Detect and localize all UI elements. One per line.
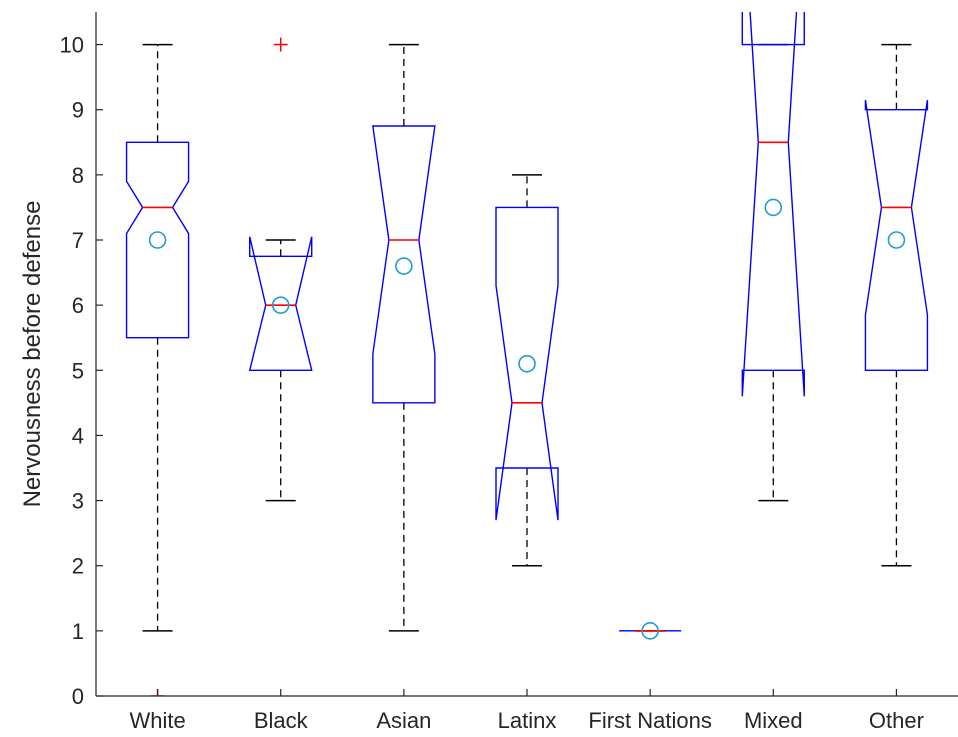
notched-box <box>495 206 559 521</box>
x-tick-label: Mixed <box>744 708 803 733</box>
y-tick-label: 9 <box>72 98 84 123</box>
mean-marker <box>395 257 413 275</box>
x-tick-label: Other <box>869 708 924 733</box>
x-tick-label: First Nations <box>588 708 711 733</box>
box-group <box>125 43 190 696</box>
mean-marker <box>148 231 167 249</box>
y-tick-label: 0 <box>72 684 84 709</box>
y-tick-label: 1 <box>72 619 84 644</box>
notched-box <box>864 99 929 371</box>
box-group <box>372 43 436 632</box>
mean-marker <box>518 354 536 373</box>
mean-marker <box>641 622 659 640</box>
notched-box <box>248 236 313 371</box>
y-tick-label: 3 <box>72 489 84 514</box>
mean-marker <box>271 296 290 314</box>
y-tick-label: 4 <box>72 423 84 448</box>
y-tick-label: 7 <box>72 228 84 253</box>
notched-box <box>372 125 436 404</box>
y-tick-label: 8 <box>72 163 84 188</box>
y-tick-label: 6 <box>72 293 84 318</box>
notched-box <box>125 141 190 339</box>
box-group <box>864 43 929 567</box>
plot-area <box>125 12 929 696</box>
box-group <box>619 622 682 640</box>
box-group <box>248 37 313 502</box>
box-group <box>741 12 805 502</box>
axes: 0 1 2 3 4 5 6 7 8 9 10 White Black Asian Latinx First N… <box>60 12 958 733</box>
x-tick-label: Black <box>254 708 309 733</box>
x-tick-label: Asian <box>376 708 431 733</box>
box-group <box>495 174 559 567</box>
x-tick-label: White <box>129 708 185 733</box>
y-tick-label: 10 <box>60 33 84 58</box>
y-tick-label: 5 <box>72 358 84 383</box>
x-tick-label: Latinx <box>498 708 557 733</box>
mean-marker <box>764 198 783 217</box>
y-tick-label: 2 <box>72 554 84 579</box>
y-axis-label: Nervousness before defense <box>19 201 46 508</box>
mean-marker <box>887 231 906 249</box>
notched-box <box>741 12 805 397</box>
